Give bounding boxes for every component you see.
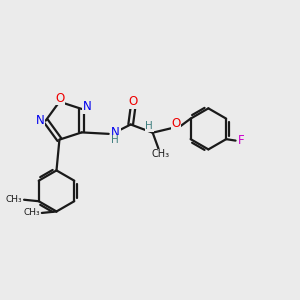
Text: CH₃: CH₃ [151, 149, 169, 159]
Text: O: O [128, 95, 138, 108]
Text: N: N [36, 114, 45, 127]
Text: H: H [111, 135, 119, 145]
Text: N: N [82, 100, 91, 113]
Text: O: O [171, 116, 181, 130]
Text: O: O [56, 92, 64, 105]
Text: H: H [145, 121, 153, 131]
Text: CH₃: CH₃ [6, 195, 22, 204]
Text: CH₃: CH₃ [24, 208, 40, 217]
Text: N: N [111, 127, 120, 140]
Text: F: F [238, 134, 245, 146]
